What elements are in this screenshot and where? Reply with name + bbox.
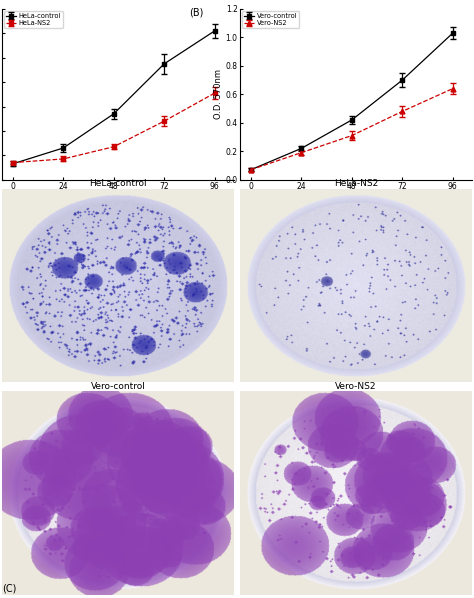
Title: Vero-control: Vero-control (91, 382, 146, 390)
Text: (B): (B) (190, 7, 204, 17)
Title: HeLa-NS2: HeLa-NS2 (334, 179, 378, 188)
Title: Vero-NS2: Vero-NS2 (335, 382, 377, 390)
Text: (C): (C) (2, 583, 17, 593)
Legend: HeLa-control, HeLa-NS2: HeLa-control, HeLa-NS2 (4, 11, 63, 28)
Legend: Vero-control, Vero-NS2: Vero-control, Vero-NS2 (243, 11, 299, 28)
Y-axis label: O.D. 570nm: O.D. 570nm (214, 69, 223, 120)
X-axis label: Time (h): Time (h) (100, 193, 136, 202)
X-axis label: Time (h): Time (h) (338, 193, 374, 202)
Title: HeLa-control: HeLa-control (89, 179, 147, 188)
